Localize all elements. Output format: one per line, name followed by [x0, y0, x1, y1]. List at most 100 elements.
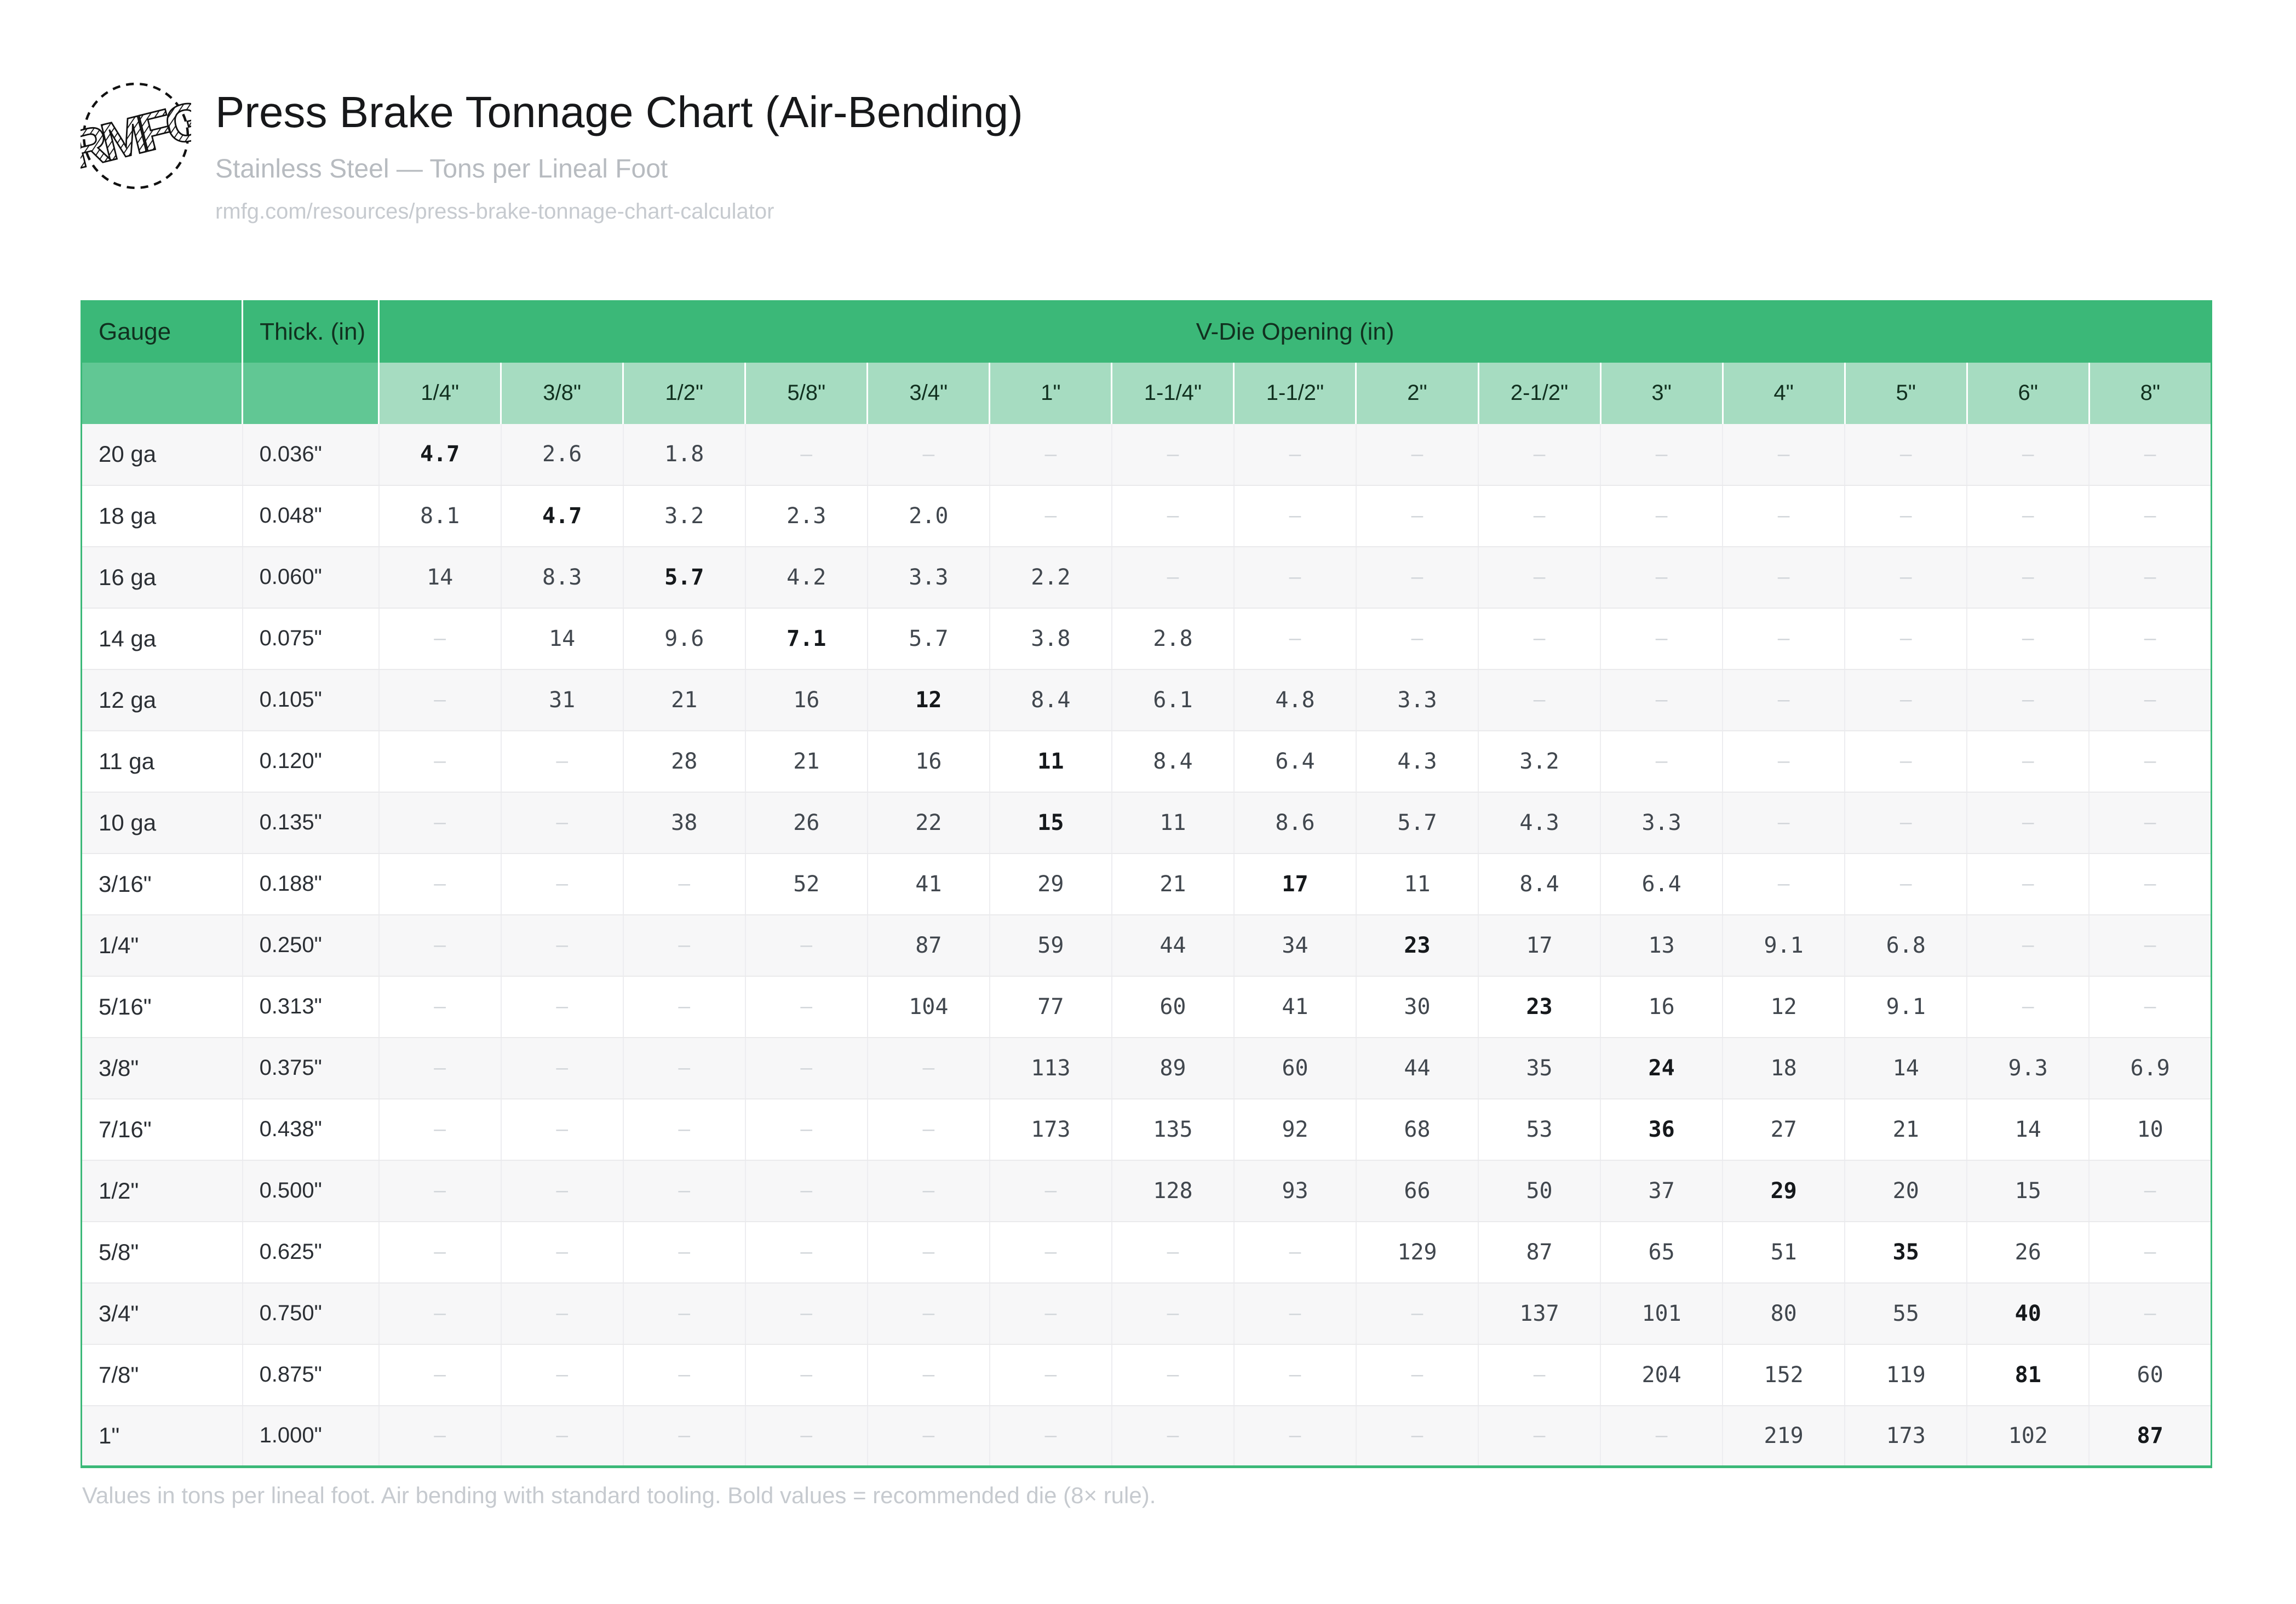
tonnage-cell: –: [989, 1221, 1112, 1284]
gauge-cell: 5/16": [81, 976, 243, 1038]
tonnage-cell: 92: [1233, 1098, 1357, 1161]
thickness-cell: 0.036": [242, 423, 380, 486]
thickness-cell: 0.625": [242, 1221, 380, 1284]
tonnage-cell: –: [989, 1344, 1112, 1406]
tonnage-cell: –: [1967, 485, 2090, 547]
tonnage-cell: –: [378, 976, 502, 1038]
tonnage-cell: –: [1478, 608, 1602, 670]
tonnage-cell: –: [378, 792, 502, 854]
table-row: 3/8" 0.375" – – – – –113 89 60 44 35 24 18 14 9.3 6.9: [81, 1037, 2212, 1099]
tonnage-cell: 6.1: [1111, 669, 1235, 731]
die-opening-header: 2-1/2": [1478, 362, 1602, 424]
tonnage-cell: 173: [1845, 1405, 1968, 1467]
tonnage-cell: 12: [1723, 976, 1846, 1038]
die-opening-header-row: 1/4" 3/8" 1/2" 5/8" 3/4" 1" 1-1/4" 1-1/2" 2" 2-1/…: [81, 362, 2212, 424]
tonnage-cell: 8.1: [378, 485, 502, 547]
tonnage-cell: –: [378, 1098, 502, 1161]
tonnage-cell: –: [1967, 792, 2090, 854]
tonnage-cell: –: [1111, 1344, 1235, 1406]
tonnage-cell: 60: [1233, 1037, 1357, 1099]
tonnage-cell: 87: [867, 914, 990, 977]
tonnage-cell-recommended: 24: [1600, 1037, 1724, 1099]
tonnage-cell: 51: [1723, 1221, 1846, 1284]
tonnage-cell: –: [1600, 1405, 1724, 1467]
tonnage-cell: 2.2: [989, 546, 1112, 609]
tonnage-cell: 38: [623, 792, 746, 854]
tonnage-cell-recommended: 4.7: [501, 485, 624, 547]
tonnage-cell: 27: [1723, 1098, 1846, 1161]
tonnage-cell: 3.3: [867, 546, 990, 609]
tonnage-cell: –: [623, 1098, 746, 1161]
gauge-cell: 12 ga: [81, 669, 243, 731]
tonnage-cell: –: [1233, 608, 1357, 670]
tonnage-cell: –: [623, 1221, 746, 1284]
tonnage-cell: –: [1845, 730, 1968, 793]
table-row: 10 ga 0.135" – –38 26 22 15 11 8.6 5.7 4.3 3.3– – – –: [81, 792, 2212, 854]
tonnage-cell: –: [1845, 853, 1968, 915]
tonnage-cell: 4.3: [1478, 792, 1602, 854]
tonnage-cell: –: [1233, 1282, 1357, 1345]
tonnage-cell: –: [2089, 485, 2212, 547]
tonnage-cell: 28: [623, 730, 746, 793]
tonnage-cell: –: [1478, 669, 1602, 731]
tonnage-cell: 60: [1111, 976, 1235, 1038]
tonnage-cell: –: [1478, 1405, 1602, 1467]
tonnage-cell: 2.3: [745, 485, 868, 547]
tonnage-cell: 3.2: [1478, 730, 1602, 793]
thickness-cell: 0.438": [242, 1098, 380, 1161]
tonnage-cell-recommended: 7.1: [745, 608, 868, 670]
tonnage-cell: 9.1: [1723, 914, 1846, 977]
tonnage-cell: –: [1967, 853, 2090, 915]
tonnage-cell-recommended: 29: [1723, 1160, 1846, 1222]
die-opening-header: 1-1/4": [1111, 362, 1235, 424]
die-opening-header: 8": [2089, 362, 2212, 424]
die-opening-header: 1": [989, 362, 1113, 424]
tonnage-cell: –: [501, 1282, 624, 1345]
tonnage-cell: 20: [1845, 1160, 1968, 1222]
tonnage-cell: 11: [1111, 792, 1235, 854]
tonnage-cell: –: [1356, 1282, 1479, 1345]
tonnage-cell: –: [2089, 914, 2212, 977]
tonnage-cell-recommended: 40: [1967, 1282, 2090, 1345]
tonnage-cell: –: [1111, 1405, 1235, 1467]
thickness-cell: 0.048": [242, 485, 380, 547]
table-row: 1/4" 0.250" – – – –87 59 44 34 23 17 13 9.1 6.8– –: [81, 914, 2212, 977]
tonnage-cell: 55: [1845, 1282, 1968, 1345]
tonnage-cell-recommended: 11: [989, 730, 1112, 793]
tonnage-cell: –: [1478, 423, 1602, 486]
tonnage-cell: –: [1723, 423, 1846, 486]
tonnage-cell: 14: [378, 546, 502, 609]
tonnage-cell: 9.1: [1845, 976, 1968, 1038]
tonnage-cell: 16: [867, 730, 990, 793]
tonnage-cell: –: [2089, 853, 2212, 915]
tonnage-cell: 14: [1967, 1098, 2090, 1161]
tonnage-cell: –: [2089, 546, 2212, 609]
die-opening-header: 1/4": [378, 362, 502, 424]
tonnage-cell: 8.3: [501, 546, 624, 609]
tonnage-cell: 89: [1111, 1037, 1235, 1099]
footnote: Values in tons per lineal foot. Air bend…: [82, 1482, 1156, 1508]
tonnage-cell: –: [1600, 669, 1724, 731]
table-row: 7/16" 0.438" – – – – –173 135 92 68 53 36 27 21 14 10: [81, 1098, 2212, 1161]
tonnage-cell: –: [501, 792, 624, 854]
tonnage-cell: –: [1967, 730, 2090, 793]
tonnage-cell: 119: [1845, 1344, 1968, 1406]
tonnage-cell: –: [1845, 546, 1968, 609]
tonnage-cell-recommended: 35: [1845, 1221, 1968, 1284]
tonnage-cell: –: [378, 1037, 502, 1099]
tonnage-cell: –: [1233, 1405, 1357, 1467]
tonnage-cell: 29: [989, 853, 1112, 915]
tonnage-cell: 87: [1478, 1221, 1602, 1284]
tonnage-cell: 4.2: [745, 546, 868, 609]
tonnage-cell: 11: [1356, 853, 1479, 915]
tonnage-cell: –: [1600, 608, 1724, 670]
tonnage-cell: –: [1723, 792, 1846, 854]
tonnage-cell: 16: [745, 669, 868, 731]
tonnage-cell-recommended: 87: [2137, 1423, 2163, 1448]
tonnage-table: Gauge Thick. (in) V-Die Opening (in) 1/4…: [81, 300, 2212, 1468]
tonnage-cell: 8.4: [1111, 730, 1235, 793]
tonnage-cell: –: [989, 485, 1112, 547]
tonnage-cell: 8.4: [989, 669, 1112, 731]
gauge-cell: 7/16": [81, 1098, 243, 1161]
tonnage-cell: 50: [1478, 1160, 1602, 1222]
